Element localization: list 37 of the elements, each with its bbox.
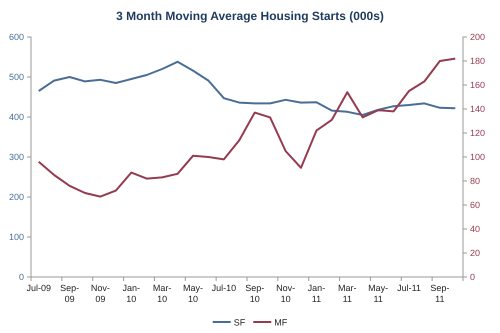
line-series: [38, 58, 456, 198]
x-tick-label: Jan-10: [122, 282, 140, 304]
y-tick-label: 600: [8, 32, 24, 42]
y2-tick-label: 40: [470, 224, 480, 234]
x-tick-label: Mar-11: [338, 282, 357, 304]
x-tick-label: Jul-09: [26, 282, 51, 293]
y-tick-label: 0: [18, 272, 24, 282]
chart-title: 3 Month Moving Average Housing Starts (000s): [116, 9, 384, 23]
y2-tick-label: 160: [470, 80, 486, 90]
legend-label: SF: [234, 318, 246, 328]
line-series: [38, 60, 456, 116]
x-tick-label: Sep-10: [245, 282, 264, 304]
y-tick-label: 400: [8, 112, 24, 122]
x-tick-label: Jan-11: [308, 282, 326, 304]
x-tick-label: Jul-10: [212, 282, 236, 293]
x-tick-label: Sep-09: [60, 282, 80, 304]
y2-tick-label: 80: [470, 176, 480, 186]
y2-tick-label: 200: [470, 32, 486, 42]
y2-tick-label: 20: [470, 248, 480, 258]
x-tick-label: Sep-11: [430, 282, 450, 304]
x-tick-label: May-10: [183, 282, 203, 304]
x-tick-label: May-11: [368, 282, 388, 304]
y2-tick-label: 120: [470, 128, 486, 138]
x-tick-label: Mar-10: [152, 282, 172, 304]
y2-tick-label: 180: [470, 56, 486, 66]
x-tick-label: Nov-09: [90, 282, 110, 304]
legend-label: MF: [274, 318, 288, 328]
y2-tick-label: 100: [470, 152, 486, 162]
y2-tick-label: 0: [470, 272, 476, 282]
y2-tick-label: 60: [470, 200, 480, 210]
y-tick-label: 100: [8, 232, 24, 242]
x-tick-label: Jul-11: [397, 282, 421, 293]
y2-tick-label: 140: [470, 104, 486, 114]
y-tick-label: 200: [8, 192, 24, 202]
y-tick-label: 500: [8, 72, 24, 82]
x-tick-label: Nov-10: [276, 282, 296, 304]
y-tick-label: 300: [8, 152, 24, 162]
